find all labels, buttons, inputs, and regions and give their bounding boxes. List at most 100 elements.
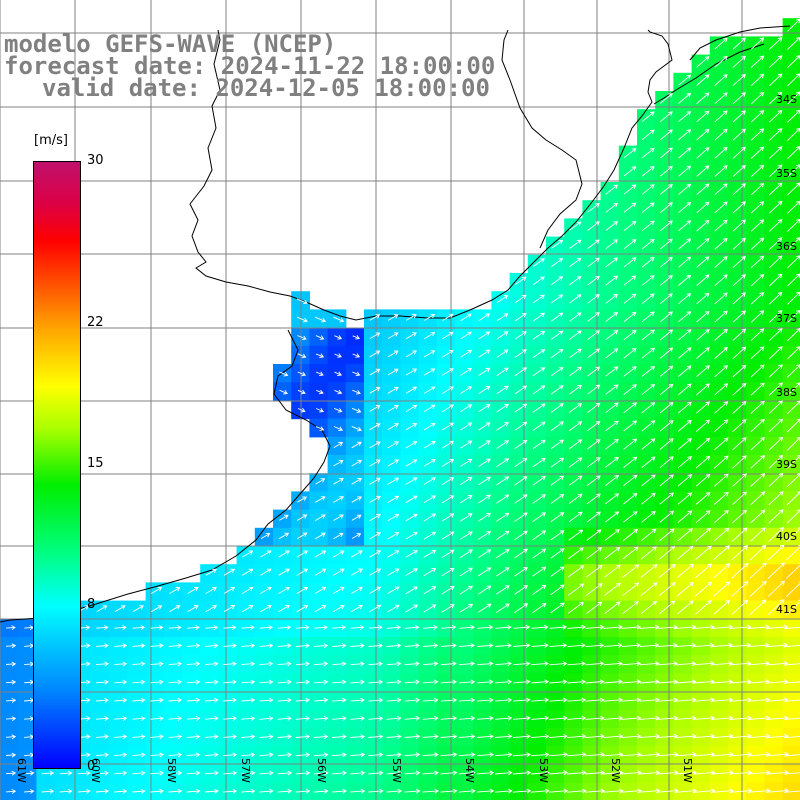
wind-speed-cell: [455, 600, 474, 620]
wind-arrow: [568, 457, 583, 468]
wind-arrow: [496, 458, 510, 468]
wind-arrow: [550, 403, 564, 413]
wind-arrow: [787, 91, 800, 105]
wind-arrow: [767, 562, 786, 579]
wind-arrow: [205, 605, 218, 613]
wind-arrow: [151, 605, 163, 613]
wind-arrow: [314, 586, 327, 594]
wind-arrow: [313, 734, 329, 740]
wind-arrow: [514, 385, 528, 395]
wind-arrow: [714, 128, 728, 141]
wind-arrow: [786, 527, 800, 543]
wind-arrow: [496, 440, 510, 449]
wind-arrow: [186, 697, 201, 703]
wind-arrow: [387, 423, 399, 431]
wind-arrow: [223, 770, 238, 776]
wind-arrow: [678, 111, 692, 123]
wind-arrow: [659, 492, 674, 505]
wind-arrow: [530, 770, 550, 776]
wind-arrow: [641, 220, 655, 232]
wind-arrow: [696, 110, 710, 123]
wind-arrow: [494, 788, 513, 794]
wind-arrow: [423, 404, 436, 412]
wind-arrow: [514, 476, 528, 486]
wind-arrow: [331, 770, 347, 776]
wind-arrow: [132, 661, 146, 667]
wind-arrow: [768, 73, 783, 87]
wind-arrow: [732, 255, 746, 268]
wind-arrow: [768, 255, 783, 269]
wind-arrow: [423, 350, 436, 358]
wind-arrow: [114, 661, 128, 667]
wind-arrow: [387, 568, 400, 576]
wind-arrow: [732, 73, 746, 86]
wind-arrow: [386, 661, 402, 667]
wind-arrow: [351, 459, 363, 467]
wind-arrow: [714, 201, 728, 214]
wind-arrow: [532, 258, 545, 267]
wind-arrow: [551, 276, 564, 286]
wind-arrow: [787, 18, 800, 32]
wind-arrow: [714, 110, 728, 123]
wind-arrow: [169, 587, 181, 594]
wind-arrow: [315, 353, 325, 358]
wind-arrow: [260, 533, 271, 539]
wind-arrow: [714, 491, 729, 505]
wind-arrow: [659, 438, 674, 450]
wind-arrow: [259, 679, 274, 685]
wind-arrow: [605, 348, 619, 359]
wind-arrow: [678, 92, 692, 104]
wind-arrow: [512, 788, 532, 794]
wind-arrow: [205, 625, 219, 630]
wind-arrow: [750, 237, 765, 250]
wind-arrow: [495, 603, 510, 613]
latitude-label: 40S: [776, 530, 797, 543]
wind-arrow: [695, 581, 713, 597]
wind-arrow: [623, 492, 638, 505]
wind-arrow: [532, 331, 546, 340]
wind-arrow: [641, 474, 656, 487]
wind-arrow: [5, 770, 17, 776]
wind-arrow: [114, 752, 128, 758]
wind-arrow: [750, 201, 765, 214]
wind-arrow: [387, 386, 399, 394]
wind-arrow: [551, 294, 564, 304]
wind-arrow: [478, 404, 491, 413]
wind-arrow: [132, 788, 146, 794]
wind-arrow: [732, 201, 746, 214]
wind-arrow: [551, 312, 564, 322]
wind-arrow: [295, 770, 311, 776]
wind-arrow: [24, 788, 35, 794]
wind-arrow: [495, 624, 512, 630]
wind-arrow: [313, 679, 329, 685]
wind-arrow: [478, 458, 491, 467]
wind-arrow: [387, 368, 399, 376]
wind-arrow: [114, 625, 127, 630]
wind-arrow: [223, 734, 238, 740]
wind-arrow: [387, 477, 400, 485]
wind-arrow: [369, 386, 381, 394]
wind-arrow: [132, 643, 146, 649]
wind-arrow: [623, 275, 637, 286]
wind-arrow: [768, 473, 784, 488]
wind-arrow: [677, 456, 693, 469]
wind-arrow: [295, 715, 311, 721]
wind-arrow: [296, 568, 309, 576]
wind-arrow: [677, 437, 692, 450]
wind-arrow: [660, 256, 673, 268]
wind-arrow: [442, 350, 454, 358]
wind-arrow: [549, 642, 568, 648]
wind-arrow: [369, 405, 381, 412]
wind-arrow: [387, 495, 400, 503]
wind-arrow: [241, 752, 256, 758]
wind-arrow: [787, 291, 800, 305]
wind-arrow: [223, 788, 238, 794]
wind-arrow: [587, 420, 601, 432]
wind-arrow: [350, 661, 365, 667]
wind-arrow: [603, 715, 624, 721]
wind-arrow: [404, 752, 421, 758]
wind-arrow: [512, 770, 532, 776]
wind-arrow: [750, 37, 765, 50]
wind-arrow: [96, 697, 109, 703]
wind-arrow: [569, 348, 582, 359]
